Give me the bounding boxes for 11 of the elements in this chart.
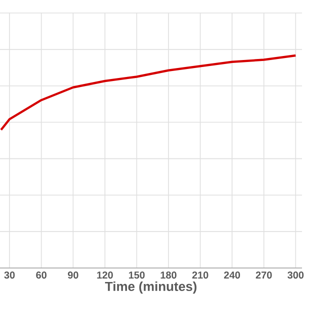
x-tick-label: 150 <box>128 272 145 279</box>
x-tick-label: 60 <box>36 272 46 279</box>
x-tick-label: 120 <box>97 272 113 279</box>
x-tick-label: 240 <box>224 272 240 279</box>
x-tick-label: 180 <box>160 272 176 279</box>
x-tick-label: 210 <box>192 272 208 279</box>
x-tick-label: 270 <box>256 272 272 279</box>
x-tick-label: 90 <box>68 272 78 279</box>
x-tick-label: 30 <box>4 272 15 279</box>
x-axis-title: Time (minutes) <box>105 281 196 294</box>
x-tick-label: 300 <box>288 272 304 279</box>
